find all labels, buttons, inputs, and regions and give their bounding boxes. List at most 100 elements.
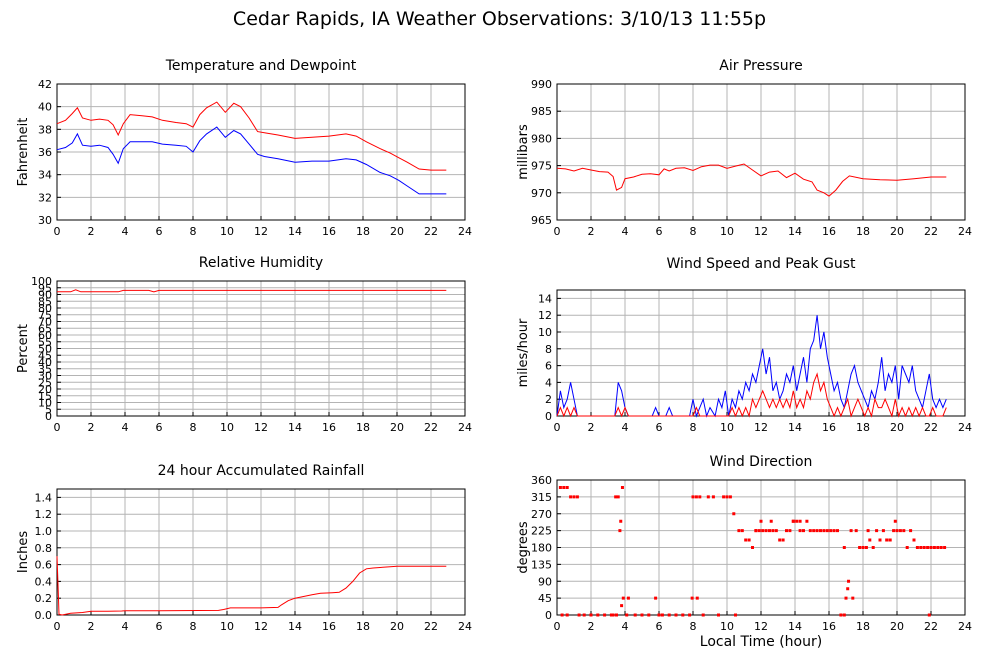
data-point — [667, 613, 671, 617]
data-point — [698, 495, 702, 499]
data-point — [633, 613, 637, 617]
x-tick-label: 18 — [856, 421, 870, 434]
data-point — [572, 495, 576, 499]
x-tick-label: 20 — [390, 225, 404, 238]
x-tick-label: 0 — [54, 620, 61, 633]
data-point — [893, 519, 897, 523]
data-point — [654, 596, 658, 600]
data-point — [681, 613, 685, 617]
y-tick-label: 55 — [38, 336, 52, 349]
data-point — [926, 546, 930, 549]
series-line-0 — [56, 556, 447, 616]
x-tick-label: 14 — [288, 620, 302, 633]
y-tick-label: 42 — [38, 78, 52, 91]
y-axis-label: degrees — [516, 521, 531, 574]
y-axis-label: millibars — [516, 124, 531, 180]
chart-panel-0: 0 2 4 6 8 10 12 14 16 18 20 22 2430323436384042Tempe… — [16, 58, 472, 238]
data-point — [660, 613, 664, 617]
data-point — [620, 604, 624, 608]
x-tick-label: 0 — [554, 620, 561, 633]
x-tick-label: 14 — [788, 620, 802, 633]
data-point — [690, 596, 694, 600]
y-tick-label: 8 — [545, 343, 552, 356]
data-point — [722, 495, 726, 499]
data-point — [694, 495, 698, 499]
x-tick-label: 6 — [156, 421, 163, 434]
data-point — [625, 613, 629, 617]
data-point — [691, 495, 695, 499]
data-point — [725, 495, 729, 499]
data-point — [611, 613, 615, 617]
data-point — [759, 519, 763, 523]
y-tick-label: 12 — [538, 309, 552, 322]
data-point — [846, 587, 850, 591]
data-point — [854, 529, 858, 533]
data-point — [808, 529, 812, 533]
data-point — [565, 486, 569, 489]
data-point — [829, 529, 833, 533]
data-point — [875, 529, 879, 533]
x-tick-label: 2 — [88, 225, 95, 238]
x-tick-label: 10 — [720, 421, 734, 434]
data-point — [562, 486, 566, 489]
x-tick-label: 22 — [924, 225, 938, 238]
data-point — [747, 538, 751, 542]
x-tick-label: 18 — [856, 620, 870, 633]
x-tick-label: 22 — [424, 620, 438, 633]
data-point — [618, 529, 622, 533]
data-point — [582, 613, 586, 617]
data-point — [565, 613, 569, 617]
data-point — [929, 546, 933, 549]
data-point — [768, 529, 771, 533]
x-tick-label: 18 — [356, 225, 370, 238]
data-point — [836, 529, 839, 533]
y-tick-label: 15 — [38, 390, 52, 403]
x-tick-label: 12 — [754, 225, 768, 238]
y-tick-label: 975 — [531, 160, 552, 173]
x-axis-label: Local Time (hour) — [699, 634, 823, 650]
y-tick-label: 0.6 — [35, 559, 53, 572]
data-point — [771, 529, 775, 533]
x-tick-label: 8 — [190, 421, 197, 434]
data-point — [769, 519, 773, 523]
data-point — [905, 546, 909, 549]
x-tick-label: 20 — [390, 421, 404, 434]
data-point — [798, 519, 802, 523]
data-point — [717, 613, 720, 617]
x-tick-label: 0 — [554, 225, 561, 238]
data-point — [778, 538, 782, 542]
data-point — [868, 538, 872, 542]
x-tick-label: 12 — [754, 421, 768, 434]
x-tick-label: 6 — [156, 225, 163, 238]
y-tick-label: 0.2 — [35, 592, 53, 605]
y-tick-label: 985 — [531, 105, 552, 118]
data-point — [706, 495, 710, 499]
x-tick-label: 24 — [458, 421, 472, 434]
data-point — [781, 538, 785, 542]
data-point — [805, 519, 809, 523]
y-tick-label: 40 — [38, 356, 52, 369]
y-tick-label: 2 — [545, 393, 552, 406]
x-tick-label: 14 — [788, 421, 802, 434]
x-tick-label: 4 — [122, 225, 129, 238]
data-point — [788, 529, 792, 533]
data-point — [558, 486, 562, 489]
x-tick-label: 20 — [890, 421, 904, 434]
y-axis-label: miles/hour — [516, 318, 531, 387]
data-point — [919, 546, 923, 549]
series-line-0 — [57, 289, 447, 293]
data-point — [839, 613, 843, 617]
page-title: Cedar Rapids, IA Weather Observations: 3… — [232, 8, 767, 30]
data-point — [577, 613, 581, 617]
y-tick-label: 95 — [38, 282, 52, 295]
x-tick-label: 22 — [424, 421, 438, 434]
y-tick-label: 90 — [538, 575, 552, 588]
x-tick-label: 20 — [890, 225, 904, 238]
x-tick-label: 16 — [822, 421, 836, 434]
y-tick-label: 80 — [38, 302, 52, 315]
data-point — [819, 529, 822, 533]
x-tick-label: 22 — [424, 225, 438, 238]
x-tick-label: 0 — [54, 421, 61, 434]
data-point — [711, 495, 715, 499]
data-point — [757, 529, 761, 533]
